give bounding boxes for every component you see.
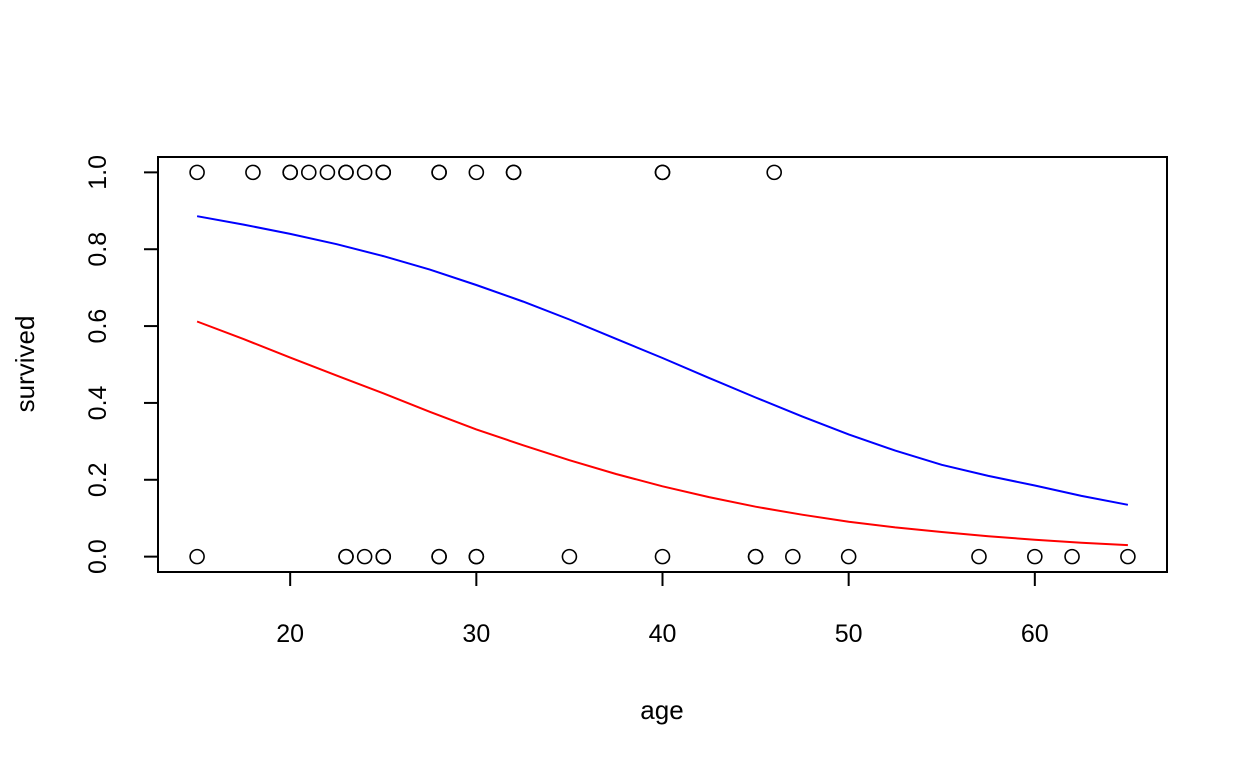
x-axis: 20 30 40 50 60 [276, 571, 1049, 648]
data-point [1064, 548, 1080, 565]
y-tick-label: 0.0 [84, 539, 112, 574]
data-point [189, 164, 205, 181]
y-tick-label: 0.2 [84, 462, 112, 497]
y-tick-label: 0.8 [84, 232, 112, 267]
data-point [505, 164, 522, 181]
x-tick-label: 30 [462, 620, 490, 648]
y-tick-label: 0.4 [84, 385, 112, 420]
x-axis-title: age [640, 695, 683, 725]
data-point [375, 548, 392, 565]
data-point [561, 548, 578, 565]
data-point [319, 164, 336, 181]
y-tick-label: 0.6 [84, 309, 112, 344]
data-points [189, 164, 1136, 565]
data-point [785, 548, 801, 565]
fitted-curves [196, 215, 1129, 547]
x-tick-label: 50 [835, 620, 863, 648]
x-tick-label: 60 [1021, 620, 1049, 648]
x-tick-label: 20 [276, 620, 304, 648]
data-point [766, 164, 782, 181]
data-point [654, 548, 671, 565]
data-point [338, 548, 354, 565]
series-2-line [196, 320, 1128, 547]
y-tick-label: 1.0 [84, 155, 112, 190]
data-point [282, 164, 298, 181]
data-point [245, 164, 261, 181]
data-point [338, 164, 354, 181]
data-point [300, 164, 317, 181]
data-point [375, 164, 392, 181]
data-point [431, 548, 447, 565]
data-point [971, 548, 987, 565]
data-point [431, 164, 447, 181]
data-point [468, 548, 485, 565]
data-point [356, 548, 373, 565]
series-1-line [196, 215, 1129, 506]
data-point [356, 164, 373, 181]
y-axis-title: survived [10, 316, 40, 413]
data-point [654, 164, 671, 181]
data-point [189, 548, 205, 565]
y-axis: 0.0 0.2 0.4 0.6 0.8 1.0 [84, 155, 159, 574]
data-point [1027, 548, 1043, 565]
data-point [468, 164, 485, 181]
data-point [1120, 548, 1136, 565]
x-tick-label: 40 [649, 620, 677, 648]
data-point [840, 548, 857, 565]
data-point [747, 548, 764, 565]
